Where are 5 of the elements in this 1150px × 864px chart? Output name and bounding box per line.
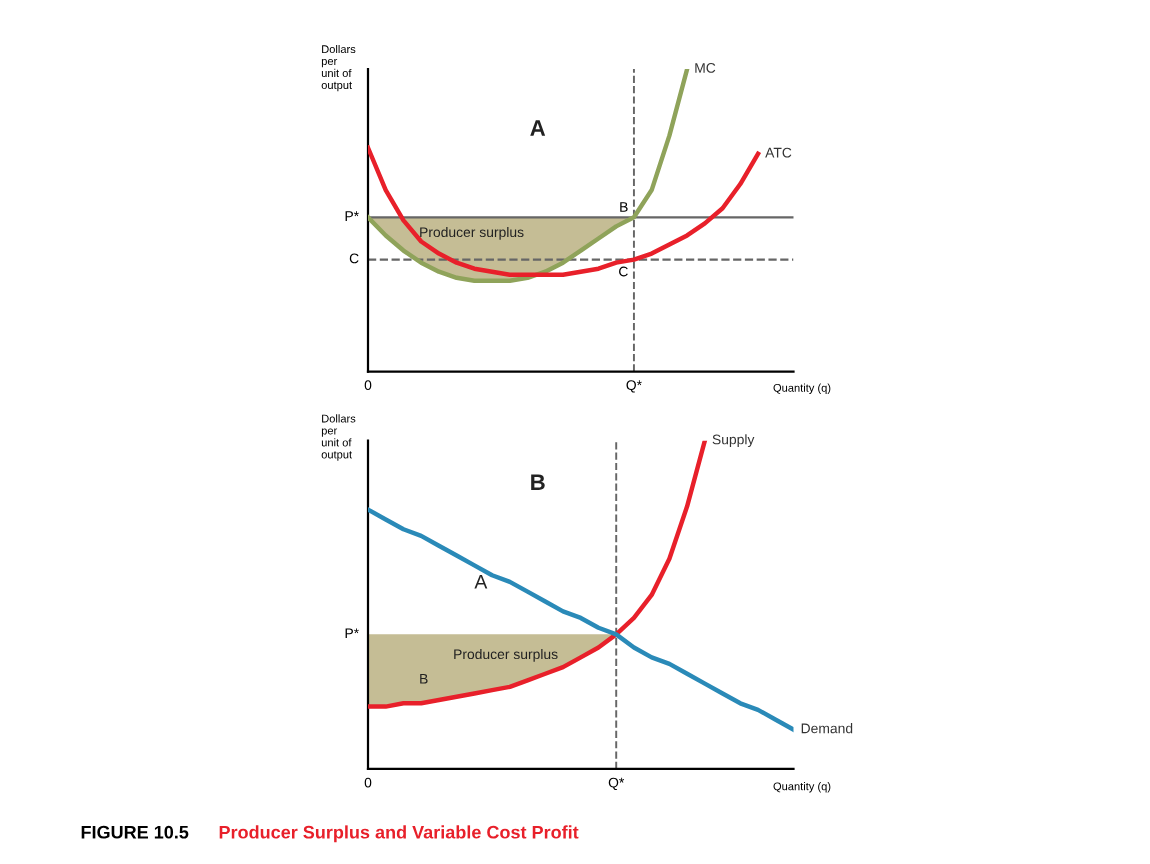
caption: FIGURE 10.5 — [81, 825, 189, 839]
annotation: A — [530, 120, 546, 136]
annotation: A — [474, 575, 488, 589]
text: Producer Surplus and Variable Cost Profit — [219, 825, 579, 843]
annotation: B — [531, 474, 545, 490]
